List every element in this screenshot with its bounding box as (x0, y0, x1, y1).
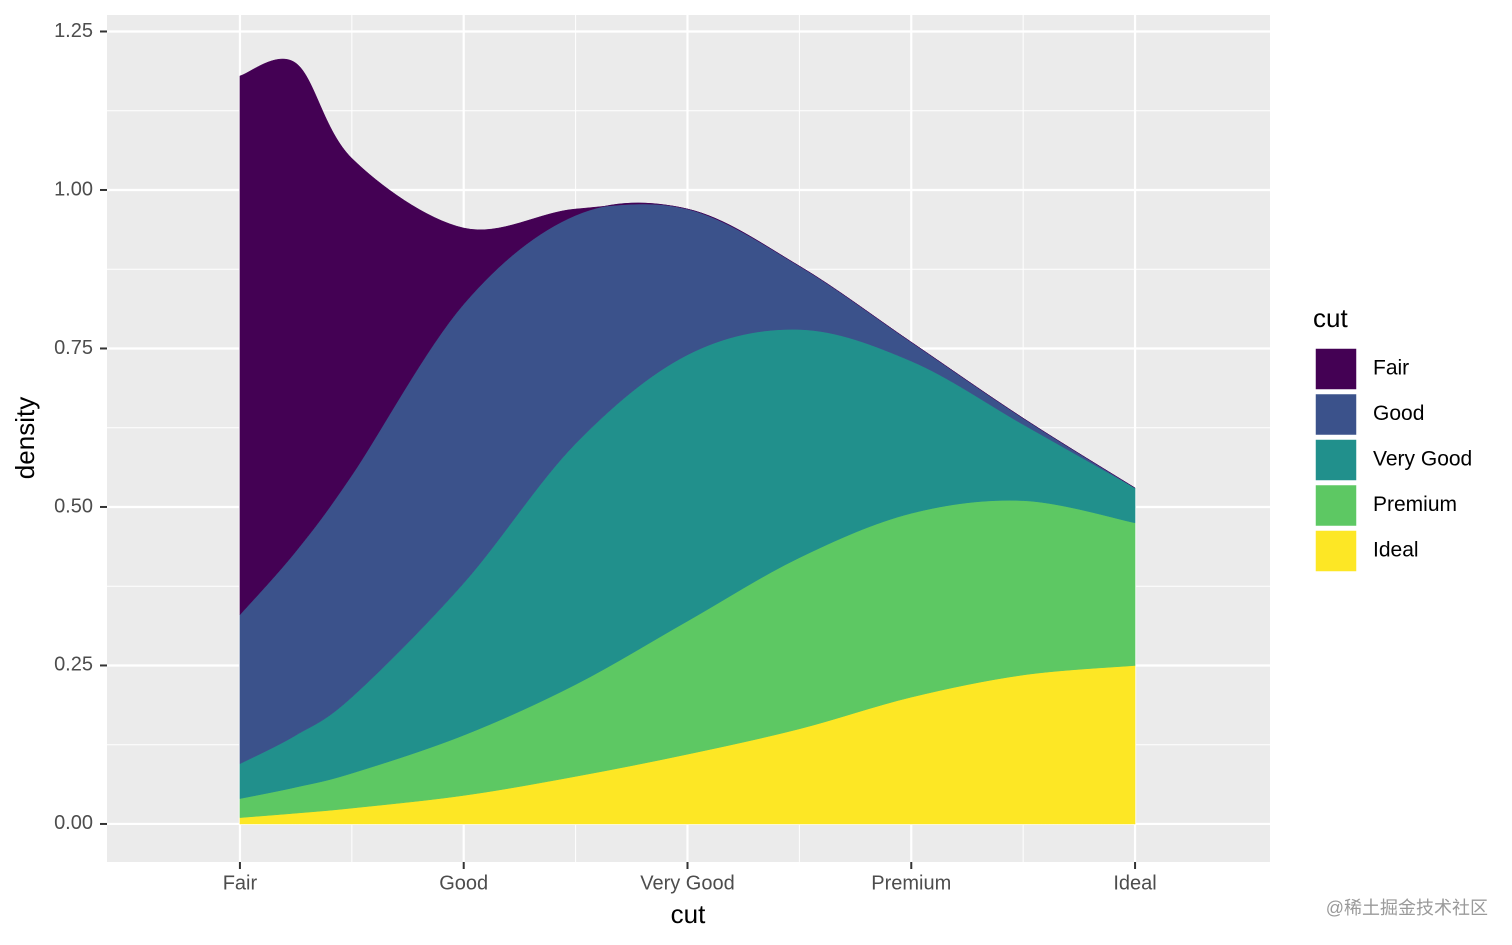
legend-key (1314, 529, 1358, 573)
x-tick-label: Fair (223, 872, 258, 894)
y-tick-label: 0.50 (54, 495, 93, 517)
y-tick-label: 0.75 (54, 337, 93, 359)
legend-title: cut (1313, 303, 1348, 333)
x-tick-label: Premium (871, 872, 951, 894)
legend-key (1314, 483, 1358, 528)
legend-label: Ideal (1373, 539, 1419, 562)
y-tick-label: 0.25 (54, 654, 93, 676)
x-tick-label: Good (439, 872, 488, 894)
legend-label: Premium (1373, 493, 1457, 516)
legend-key (1314, 347, 1358, 391)
y-tick-label: 1.25 (54, 20, 93, 42)
legend-label: Good (1373, 402, 1424, 425)
x-tick-label: Ideal (1113, 872, 1156, 894)
y-tick-label: 0.00 (54, 812, 93, 834)
density-area (239, 58, 1136, 616)
legend-label: Fair (1373, 357, 1409, 380)
legend-key (1314, 438, 1358, 482)
areas (239, 58, 1136, 825)
legend-key (1314, 392, 1358, 437)
watermark: @稀土掘金技术社区 (1326, 898, 1488, 918)
legend-label: Very Good (1373, 448, 1472, 471)
y-tick-label: 1.00 (54, 178, 93, 200)
x-tick-label: Very Good (640, 872, 735, 894)
x-axis-title: cut (671, 899, 706, 929)
y-axis-title: density (10, 397, 40, 479)
